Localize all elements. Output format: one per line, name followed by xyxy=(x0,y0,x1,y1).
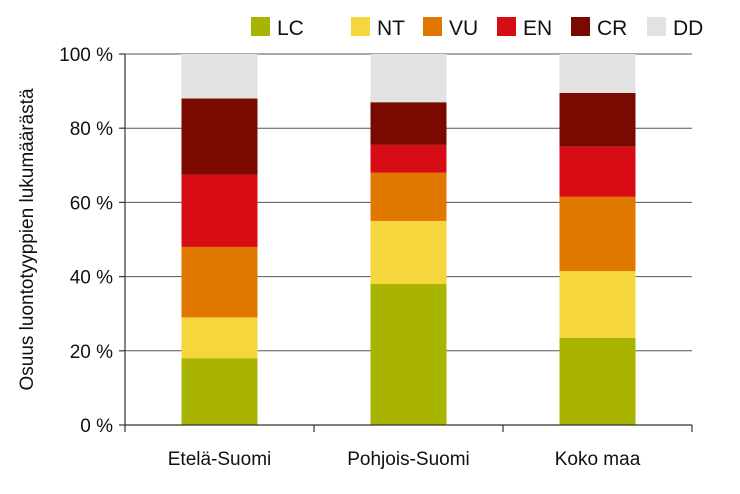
legend-label-cr: CR xyxy=(597,17,627,40)
axes xyxy=(119,53,693,432)
bar-segment-lc xyxy=(559,337,636,425)
legend-swatch-nt xyxy=(351,17,370,36)
bar-segment-cr xyxy=(181,98,258,175)
legend-swatch-lc xyxy=(251,17,270,36)
y-tick-label: 0 % xyxy=(80,416,113,437)
legend-label-lc: LC xyxy=(277,17,304,40)
bar-segment-lc xyxy=(370,284,447,425)
legend-swatch-cr xyxy=(571,17,590,36)
x-tick-labels: Etelä-Suomi Pohjois-Suomi Koko maa xyxy=(168,449,641,470)
y-axis-title: Osuus luontotyyppien lukumäärästä xyxy=(17,88,38,390)
bar-segment-nt xyxy=(181,317,258,359)
bar-segment-dd xyxy=(559,54,636,93)
bar-segment-vu xyxy=(370,172,447,221)
bar-segment-nt xyxy=(370,220,447,285)
y-tick-label: 100 % xyxy=(59,45,113,66)
y-tick-label: 40 % xyxy=(70,268,113,289)
legend: LC NT VU EN CR DD xyxy=(251,17,703,40)
x-tick-label: Pohjois-Suomi xyxy=(347,449,470,470)
bar-segment-en xyxy=(370,144,447,173)
legend-label-en: EN xyxy=(523,17,552,40)
x-tick-label: Etelä-Suomi xyxy=(168,449,272,470)
bar-segment-nt xyxy=(559,271,636,338)
y-tick-label: 80 % xyxy=(70,119,113,140)
bar-segment-en xyxy=(181,174,258,247)
bar-segment-cr xyxy=(370,102,447,145)
legend-swatch-en xyxy=(497,17,516,36)
legend-swatch-vu xyxy=(423,17,442,36)
bar-segment-dd xyxy=(370,54,447,103)
bar-segment-vu xyxy=(559,196,636,272)
legend-label-vu: VU xyxy=(449,17,478,40)
y-tick-label: 60 % xyxy=(70,193,113,214)
bar-segment-en xyxy=(559,146,636,197)
bar-segment-lc xyxy=(181,358,258,425)
bar-segment-cr xyxy=(559,92,636,147)
bar-segment-vu xyxy=(181,246,258,318)
legend-swatch-dd xyxy=(647,17,666,36)
y-tick-labels: 0 % 20 % 40 % 60 % 80 % 100 % xyxy=(59,45,113,437)
y-tick-label: 20 % xyxy=(70,342,113,363)
legend-label-dd: DD xyxy=(673,17,703,40)
bar-segment-dd xyxy=(181,54,258,99)
bars xyxy=(181,54,636,425)
legend-label-nt: NT xyxy=(377,17,405,40)
x-tick-label: Koko maa xyxy=(555,449,641,470)
